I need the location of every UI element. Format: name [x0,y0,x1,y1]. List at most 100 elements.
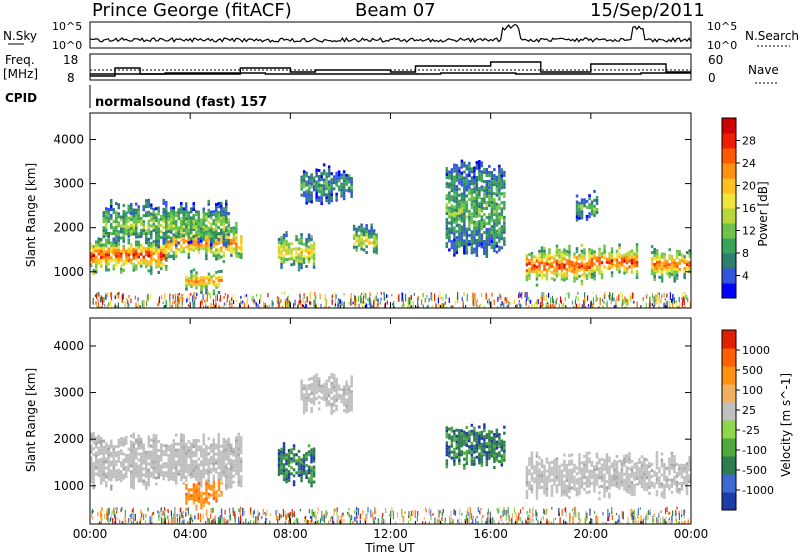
data-cell [650,463,654,467]
data-cell [555,262,559,266]
data-cell [455,185,459,189]
data-cell [525,263,529,267]
data-cell [663,487,666,490]
data-cell [182,219,185,223]
data-cell [200,275,203,279]
data-cell [147,471,150,475]
freq-panel: Freq. [MHz] 18 8 60 0 Nave [3,53,779,85]
data-cell [460,435,464,439]
data-cell [600,463,604,467]
data-cell [465,438,469,441]
data-cell [195,477,198,481]
data-cell [530,266,534,270]
data-cell [120,249,123,253]
data-cell [152,228,155,232]
noise-cell [546,294,548,298]
data-cell [235,251,238,255]
data-cell [237,483,240,487]
data-cell [140,261,143,265]
data-cell [593,274,596,278]
data-cell [470,191,474,195]
data-cell [230,452,233,456]
data-cell [180,469,183,473]
noise-cell [284,299,286,306]
noise-cell [116,293,118,299]
data-cell [195,474,198,478]
data-cell [117,254,120,258]
noise-cell [240,301,242,305]
data-cell [347,180,351,184]
data-cell [217,466,220,470]
data-cell [545,469,549,473]
data-cell [185,281,188,285]
data-cell [285,459,288,463]
noise-cell [509,302,511,305]
data-cell [350,381,353,385]
data-cell [340,194,343,198]
data-cell [458,205,461,209]
noise-cell [528,305,530,308]
noise-cell [546,305,548,308]
data-cell [558,477,561,481]
data-cell [230,485,233,489]
data-cell [302,176,306,180]
data-cell [585,454,589,458]
data-cell [305,405,308,409]
data-cell [618,474,621,478]
noise-cell [554,302,556,308]
noise-cell [181,293,183,299]
data-cell [135,474,138,478]
data-cell [350,195,353,198]
freq-right-tick-bottom: 0 [708,71,716,85]
data-cell [190,488,193,492]
data-cell [568,454,571,457]
data-cell [220,249,223,253]
data-cell [170,465,173,469]
data-cell [540,471,544,474]
data-cell [217,226,220,230]
data-cell [202,469,205,473]
data-cell [200,445,203,449]
data-cell [110,247,113,251]
data-cell [232,459,235,463]
data-cell [633,252,636,256]
data-cell [460,240,464,244]
data-cell [483,186,486,189]
data-cell [307,181,311,185]
data-cell [227,221,230,225]
data-cell [480,185,484,189]
data-cell [190,451,193,455]
noise-panel: N.Sky 10^5 10^0 10^5 10^0 N.Search [3,20,799,52]
data-cell [495,178,499,182]
data-cell [117,242,120,246]
data-cell [683,466,686,470]
data-cell [525,254,529,258]
data-cell [310,398,313,401]
data-cell [347,409,351,413]
data-cell [100,262,103,265]
data-cell [227,449,230,453]
data-cell [570,486,574,490]
data-cell [182,476,185,479]
data-cell [610,483,614,487]
noise-cell [302,296,304,304]
data-cell [210,225,213,229]
data-cell [575,206,579,210]
data-cell [177,226,180,230]
data-cell [227,218,230,222]
data-cell [370,232,373,236]
data-cell [90,450,93,454]
data-cell [295,453,298,457]
data-cell [115,223,118,227]
data-cell [112,457,115,461]
data-cell [565,259,569,262]
noise-cell [660,299,662,304]
data-cell [310,484,313,488]
data-cell [200,284,203,288]
data-cell [325,397,328,401]
noise-cell [391,303,394,306]
data-cell [277,252,281,256]
noise-cell [409,300,411,306]
data-cell [663,478,666,481]
data-cell [598,265,601,269]
